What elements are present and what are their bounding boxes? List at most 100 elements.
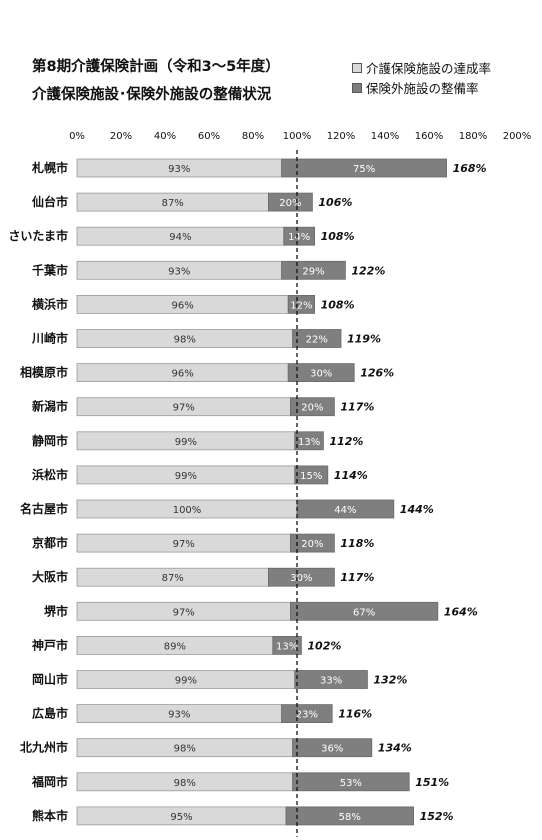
x-tick-label: 160% (415, 131, 444, 142)
x-tick-label: 180% (459, 131, 488, 142)
data-label-facility-achievement: 97% (173, 539, 195, 550)
bar-non-insurance-rate (267, 567, 335, 587)
total-label: 118% (340, 537, 374, 550)
data-label-non-insurance-rate: 22% (306, 335, 328, 346)
category-label: 相模原市 (20, 365, 68, 380)
data-label-non-insurance-rate: 44% (334, 505, 356, 516)
total-label: 106% (318, 196, 352, 209)
total-label: 112% (329, 435, 363, 448)
legend-swatch-dark (352, 82, 362, 93)
data-label-facility-achievement: 100% (173, 505, 202, 516)
bar-non-insurance-rate (289, 397, 335, 417)
data-label-non-insurance-rate: 15% (300, 471, 322, 482)
total-label: 108% (321, 230, 355, 243)
category-label: 広島市 (32, 706, 68, 721)
data-label-facility-achievement: 93% (168, 164, 190, 175)
category-label: 静岡市 (32, 433, 68, 448)
chart-subtitle: 介護保険施設･保険外施設の整備状況 (32, 87, 272, 103)
chart-title: 第8期介護保険計画（令和3～5年度） (32, 59, 280, 75)
data-label-non-insurance-rate: 12% (290, 300, 312, 311)
bar-non-insurance-rate (289, 533, 335, 553)
category-label: 京都市 (32, 535, 68, 550)
data-label-facility-achievement: 93% (168, 710, 190, 721)
data-label-non-insurance-rate: 67% (353, 607, 375, 618)
x-tick-label: 200% (503, 131, 532, 142)
x-tick-label: 120% (327, 131, 356, 142)
category-label: 神戸市 (32, 637, 68, 652)
bar-non-insurance-rate (294, 670, 368, 689)
bar-non-insurance-rate (289, 601, 439, 621)
total-label: 117% (340, 571, 374, 584)
data-label-non-insurance-rate: 33% (320, 676, 342, 687)
data-label-facility-achievement: 96% (171, 369, 193, 380)
data-label-non-insurance-rate: 30% (310, 369, 332, 380)
data-label-facility-achievement: 95% (170, 812, 192, 823)
bar-non-insurance-rate (292, 329, 342, 348)
bar-non-insurance-rate (292, 772, 410, 792)
data-label-non-insurance-rate: 20% (301, 403, 323, 414)
data-label-non-insurance-rate: 23% (296, 710, 318, 721)
total-label: 144% (400, 503, 434, 516)
data-label-non-insurance-rate: 29% (302, 266, 324, 277)
legend-swatch-light (352, 62, 362, 73)
bar-non-insurance-rate (267, 192, 313, 212)
total-label: 151% (415, 776, 449, 789)
total-label: 117% (340, 401, 374, 414)
category-label: 大阪市 (32, 569, 68, 584)
data-label-facility-achievement: 89% (164, 641, 186, 652)
data-label-non-insurance-rate: 36% (321, 744, 343, 755)
data-label-non-insurance-rate: 30% (290, 573, 312, 584)
total-label: 114% (334, 469, 368, 482)
x-tick-label: 60% (198, 131, 220, 142)
total-label: 108% (321, 298, 355, 311)
bar-non-insurance-rate (294, 465, 329, 485)
data-label-facility-achievement: 98% (174, 335, 196, 346)
data-label-facility-achievement: 98% (174, 744, 196, 755)
total-label: 164% (444, 605, 478, 618)
data-label-facility-achievement: 98% (174, 778, 196, 789)
category-label: 千葉市 (32, 262, 68, 277)
data-label-facility-achievement: 96% (171, 300, 193, 311)
data-label-facility-achievement: 99% (175, 471, 197, 482)
data-label-facility-achievement: 87% (162, 573, 184, 584)
bar-non-insurance-rate (281, 158, 448, 178)
category-label: 熊本市 (32, 808, 68, 823)
x-tick-label: 80% (242, 131, 264, 142)
data-label-non-insurance-rate: 75% (353, 164, 375, 175)
category-label: 浜松市 (32, 467, 68, 482)
data-label-non-insurance-rate: 20% (279, 198, 301, 209)
data-label-non-insurance-rate: 14% (288, 232, 310, 243)
total-label: 102% (307, 639, 341, 652)
bar-non-insurance-rate (281, 704, 333, 723)
legend-label: 保険外施設の整備率 (366, 81, 479, 96)
category-label: 福岡市 (31, 774, 68, 789)
category-label: 仙台市 (32, 194, 68, 209)
data-label-facility-achievement: 97% (173, 607, 195, 618)
total-label: 126% (360, 367, 394, 380)
category-label: 横浜市 (32, 296, 68, 311)
x-tick-label: 100% (283, 131, 312, 142)
total-label: 134% (378, 742, 412, 755)
data-label-non-insurance-rate: 53% (340, 778, 362, 789)
total-label: 132% (373, 674, 407, 687)
bar-non-insurance-rate (287, 363, 355, 383)
total-label: 116% (338, 708, 372, 721)
x-tick-label: 0% (69, 131, 85, 142)
bar-non-insurance-rate (285, 806, 414, 826)
category-label: 名古屋市 (20, 501, 68, 516)
category-label: 堺市 (44, 603, 68, 618)
total-label: 152% (420, 810, 454, 823)
data-label-facility-achievement: 97% (173, 403, 195, 414)
data-label-facility-achievement: 93% (168, 266, 190, 277)
bar-non-insurance-rate (292, 738, 373, 758)
data-label-facility-achievement: 87% (162, 198, 184, 209)
data-label-facility-achievement: 99% (175, 437, 197, 448)
x-tick-label: 20% (110, 131, 132, 142)
total-label: 122% (351, 264, 385, 277)
data-label-facility-achievement: 99% (175, 676, 197, 687)
data-label-non-insurance-rate: 13% (276, 641, 298, 652)
total-label: 119% (347, 333, 381, 346)
category-label: 札幌市 (31, 160, 68, 175)
data-label-facility-achievement: 94% (169, 232, 191, 243)
